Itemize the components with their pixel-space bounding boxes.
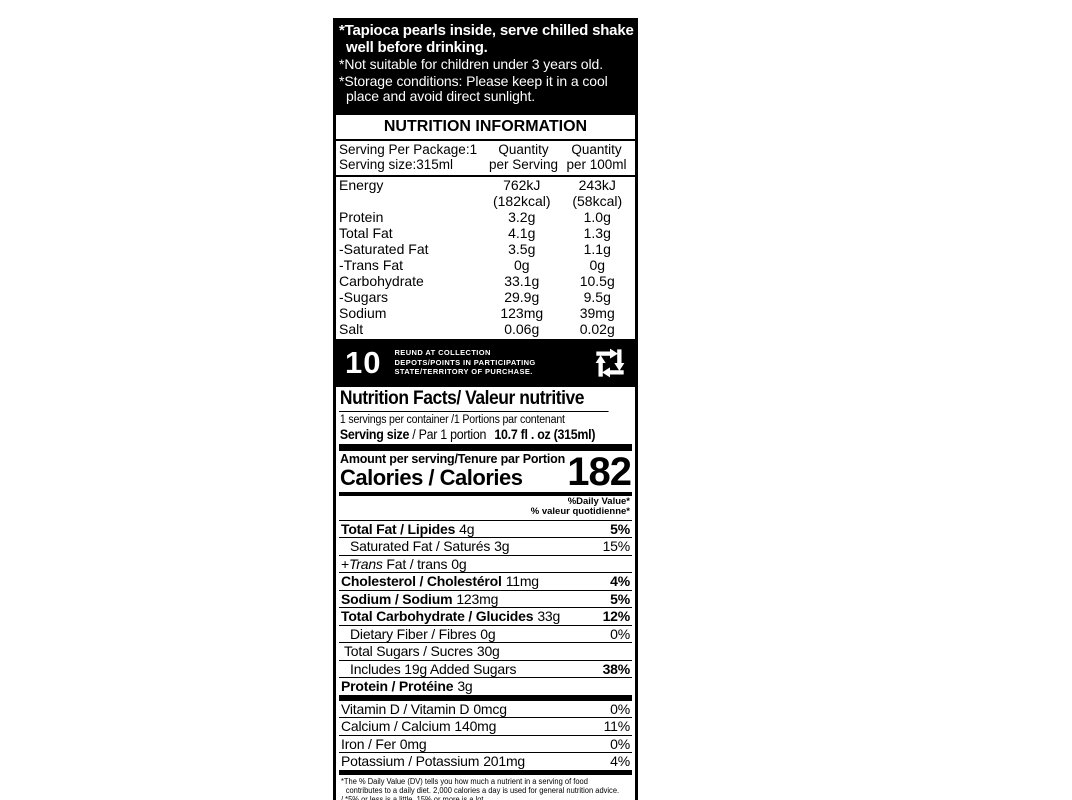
warning-line-storage: *Storage conditions: Please keep it in a… [339,72,608,104]
table-row: Sodium 123mg 39mg [339,304,615,321]
nutrition-facts-panel: Nutrition Facts/ Valeur nutritive 1 serv… [333,383,638,800]
nutrient-row-protein: Protein / Protéine 3g [339,677,632,695]
quantity-per-100ml-header: Quantity per 100ml [566,141,627,173]
serving-header: Serving Per Package:1 Serving size:315ml [339,141,478,173]
nutrition-label: *Tapioca pearls inside, serve chilled sh… [333,18,638,800]
nutrient-row-total-sugars: Total Sugars / Sucres 30g [339,642,632,660]
table-row: Protein 3.2g 1.0g [339,208,611,225]
nutrient-row-added-sugars: Includes 19g Added Sugars 38% [339,659,632,678]
thick-divider [339,769,632,775]
warning-line-tapioca: *Tapioca pearls inside, serve chilled sh… [339,22,634,56]
warning-line-children: *Not suitable for children under 3 years… [339,56,603,72]
thick-divider [339,443,632,451]
deposit-bar: 10 REUND AT COLLECTION DEPOTS/POINTS IN … [333,341,638,384]
nutrient-row-dietary-fiber: Dietary Fiber / Fibres 0g 0% [339,624,632,643]
calories-row: Amount per serving/Tenure par Portion Ca… [339,451,632,492]
nutrient-row-sodium: Sodium / Sodium 123mg 5% [339,589,632,607]
nutrient-row-vitamin-d: Vitamin D / Vitamin D 0mcg 0% [341,700,630,717]
nutrient-row-trans-fat: +Trans Fat / trans 0g [339,554,632,573]
table-header: Serving Per Package:1 Serving size:315ml… [336,141,635,177]
table-row: -Saturated Fat 3.5g 1.1g [339,240,611,257]
calories-label: Calories / Calories [340,465,523,490]
warning-box: *Tapioca pearls inside, serve chilled sh… [333,18,638,112]
nutrient-row-calcium: Calcium / Calcium 140mg 11% [339,717,632,734]
nutrition-information-table: Serving Per Package:1 Serving size:315ml… [333,140,638,342]
daily-value-header: %Daily Value* % valeur quotidienne* [530,495,630,517]
nutrient-row-carbohydrate: Total Carbohydrate / Glucides 33g 12% [339,607,632,624]
amount-per-serving-label: Amount per serving/Tenure par Portion [340,451,566,466]
medium-divider [339,491,632,496]
serving-size-line: Serving size / Par 1 portion 10.7 fl . oz… [339,426,596,442]
table-row: -Sugars 29.9g 9.5g [339,288,611,305]
nutrient-row-total-fat: Total Fat / Lipides 4g 5% [339,519,632,537]
nutrient-row-saturated-fat: Saturated Fat / Saturés 3g 15% [339,537,632,555]
thick-divider [339,694,632,701]
quantity-per-serving-header: Quantity per Serving [488,141,559,173]
table-row: (182kcal) (58kcal) [492,192,623,209]
refund-text: REUND AT COLLECTION DEPOTS/POINTS IN PAR… [394,348,536,377]
table-row: Carbohydrate 33.1g 10.5g [339,272,615,289]
nutrient-row-potassium: Potassium / Potassium 201mg 4% [339,752,632,769]
nutrition-information-title: NUTRITION INFORMATION [333,111,638,141]
table-row: Salt 0.06g 0.02g [339,320,615,337]
nutrient-row-iron: Iron / Fer 0mg 0% [339,734,632,752]
table-row: -Trans Fat 0g 0g [339,256,606,273]
table-row: Energy 762kJ 243kJ [339,176,616,193]
deposit-amount: 10 [345,344,382,380]
table-row: Total Fat 4.1g 1.3g [339,224,611,241]
nutrient-row-cholesterol: Cholesterol / Cholestérol 11mg 4% [339,572,632,589]
recycling-icon [595,348,625,377]
daily-value-footnote: *The % Daily Value (DV) tells you how mu… [341,776,620,800]
nutrition-facts-title: Nutrition Facts/ Valeur nutritive [339,387,609,412]
calories-value: 182 [567,449,632,494]
servings-per-container: 1 servings per container /1 Portions par… [339,413,565,426]
